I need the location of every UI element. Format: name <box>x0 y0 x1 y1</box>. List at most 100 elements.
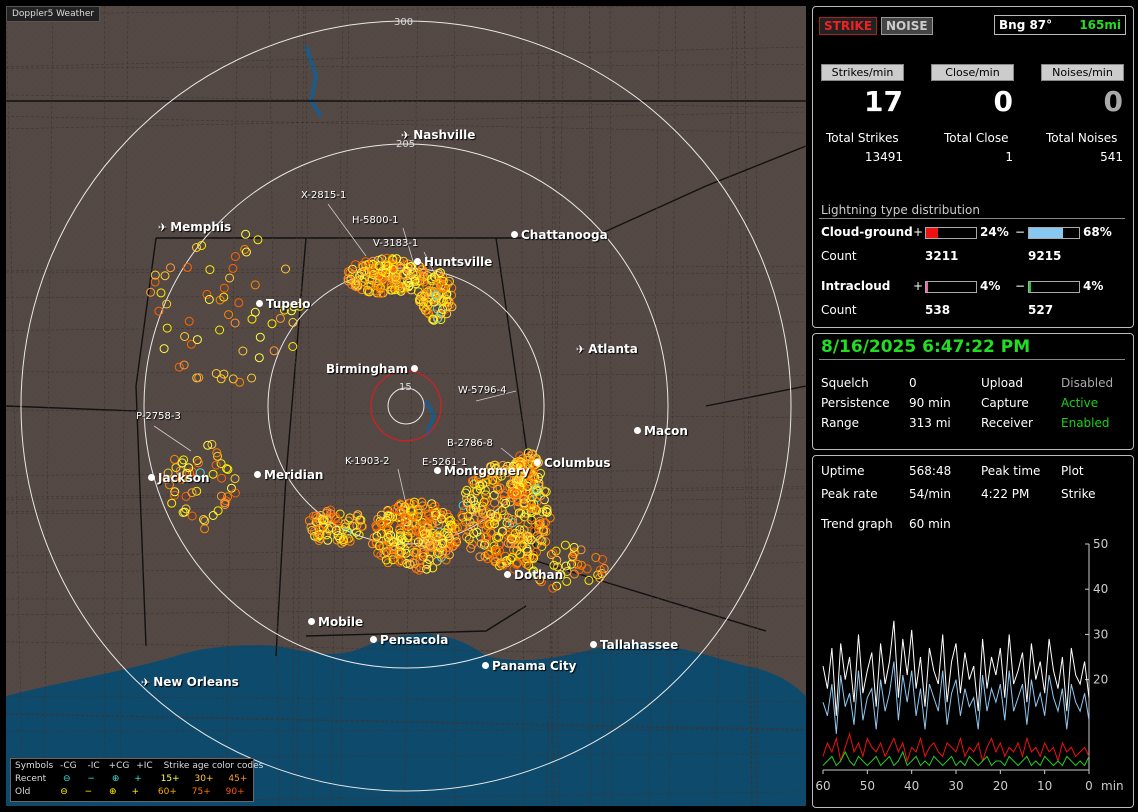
strike-marker <box>230 488 240 498</box>
city-label: ✈ Memphis <box>158 220 231 234</box>
receiver-status[interactable]: Enabled <box>1061 416 1110 430</box>
city-dot-icon <box>254 471 261 478</box>
strike-marker <box>447 527 457 537</box>
strike-marker <box>464 534 474 544</box>
storm-label[interactable]: P-2758-3 <box>136 411 181 422</box>
storm-label[interactable]: X-2815-1 <box>301 190 347 201</box>
strike-marker <box>415 505 425 515</box>
capture-status[interactable]: Active <box>1061 396 1099 410</box>
noises-per-min-header[interactable]: Noises/min <box>1041 64 1124 81</box>
strike-marker <box>176 474 186 484</box>
upload-status[interactable]: Disabled <box>1061 376 1114 390</box>
city-name: New Orleans <box>153 675 239 689</box>
strike-marker <box>184 463 194 473</box>
cg-pos-count: 3211 <box>925 249 959 263</box>
city-label: Dothan <box>504 568 563 582</box>
legend-col: -CG <box>60 761 77 771</box>
strike-marker <box>396 547 406 557</box>
strike-marker <box>450 531 459 541</box>
range-value[interactable]: 313 mi <box>909 416 951 430</box>
neg-ic-icon: − <box>87 774 95 784</box>
city-label: ✈ Nashville <box>401 128 475 142</box>
city-dot-icon <box>414 258 421 265</box>
strikes-per-min-header[interactable]: Strikes/min <box>821 64 904 81</box>
strike-marker <box>327 523 337 533</box>
squelch-label: Squelch <box>821 376 869 390</box>
map-canvas[interactable] <box>6 6 806 806</box>
storm-label[interactable]: V-3183-1 <box>373 238 419 249</box>
strike-marker <box>344 516 353 526</box>
strike-marker <box>165 480 174 490</box>
strike-marker <box>534 524 544 534</box>
close-per-min-value: 0 <box>993 85 1013 118</box>
strike-marker <box>573 559 583 569</box>
storm-label[interactable]: K-1903-2 <box>345 456 390 467</box>
strike-marker <box>499 560 508 570</box>
lightning-map[interactable]: Doppler5 Weather 300 205 15 ✈ Nashville ✈ M… <box>6 6 806 806</box>
cloud-ground-label: Cloud-ground <box>821 225 913 239</box>
strike-marker <box>517 487 526 497</box>
city-name: Tallahassee <box>600 638 679 652</box>
plot-value[interactable]: Strike <box>1061 487 1096 501</box>
strike-marker <box>462 498 472 508</box>
strike-marker <box>541 537 551 547</box>
receiver-label: Receiver <box>981 416 1033 430</box>
peak-time-label: Peak time <box>981 464 1041 478</box>
strike-marker <box>552 555 562 565</box>
legend-age-title: Strike age color codes <box>163 761 264 771</box>
strike-marker <box>438 276 448 286</box>
peak-rate-label: Peak rate <box>821 487 878 501</box>
strike-marker <box>230 474 240 484</box>
ic-neg-sign: − <box>1015 279 1026 293</box>
strike-marker <box>205 265 215 275</box>
strike-marker <box>481 531 491 541</box>
strike-marker <box>255 332 265 342</box>
strike-marker <box>197 241 207 250</box>
city-name: Montgomery <box>444 464 530 478</box>
storm-label[interactable]: W-5796-4 <box>458 385 507 396</box>
storm-label[interactable]: B-2786-8 <box>447 438 493 449</box>
strike-marker <box>399 513 409 523</box>
strike-marker <box>432 556 442 566</box>
ic-count-label: Count <box>821 303 857 317</box>
city-name: Memphis <box>170 220 232 234</box>
strike-marker <box>522 477 532 487</box>
strike-marker <box>194 458 203 468</box>
noise-toggle-button[interactable]: NOISE <box>881 17 933 35</box>
strike-marker <box>444 516 454 526</box>
strike-marker <box>354 530 364 540</box>
strike-marker <box>383 532 393 542</box>
squelch-value[interactable]: 0 <box>909 376 917 390</box>
strike-marker <box>331 512 341 522</box>
strike-marker <box>223 464 233 474</box>
persistence-value[interactable]: 90 min <box>909 396 951 410</box>
trend-series-line <box>822 661 1090 734</box>
strike-marker <box>386 530 396 540</box>
upload-label: Upload <box>981 376 1024 390</box>
strike-marker <box>528 567 538 577</box>
trend-graph-value[interactable]: 60 min <box>909 517 951 531</box>
strike-marker <box>412 545 422 555</box>
city-name: Chattanooga <box>521 228 608 242</box>
close-per-min-header[interactable]: Close/min <box>931 64 1014 81</box>
strike-marker <box>418 264 427 274</box>
strike-marker <box>225 273 235 283</box>
storm-label[interactable]: E-5261-1 <box>422 457 468 468</box>
neg-ic-icon: − <box>84 787 93 797</box>
strike-marker <box>269 346 279 356</box>
strike-marker <box>524 470 534 480</box>
airport-icon: ✈ <box>576 343 586 356</box>
storm-label[interactable]: H-5800-1 <box>352 215 399 226</box>
cg-pos-sign: + <box>913 225 924 239</box>
strike-marker <box>447 521 457 531</box>
strike-marker <box>422 564 432 574</box>
strike-marker <box>238 346 248 356</box>
capture-label: Capture <box>981 396 1029 410</box>
strike-marker <box>515 451 525 461</box>
strike-toggle-button[interactable]: STRIKE <box>819 17 878 35</box>
strike-marker <box>569 542 579 552</box>
strike-marker <box>508 461 518 471</box>
strike-marker <box>192 243 201 252</box>
strike-marker <box>174 362 184 372</box>
strike-marker <box>529 553 539 563</box>
